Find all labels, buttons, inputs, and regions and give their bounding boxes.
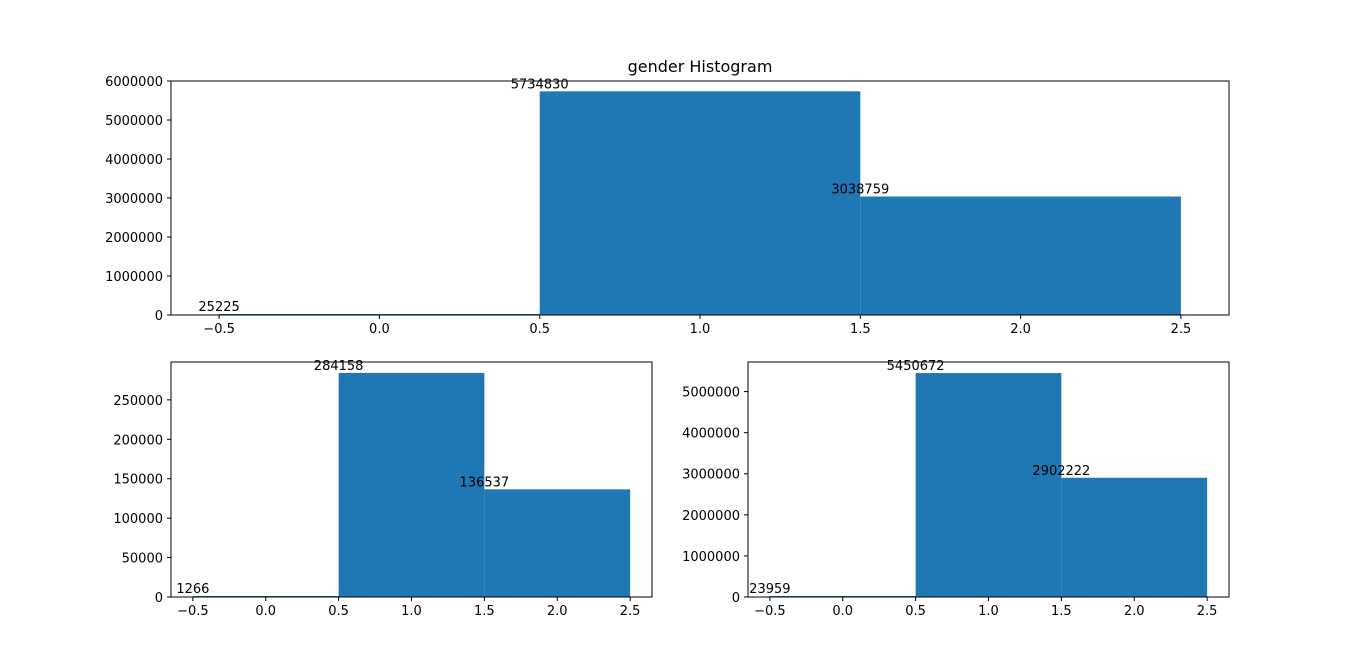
bar-value-label: 1266 [176,582,209,597]
x-tick-label: −0.5 [203,322,235,337]
bar-value-label: 25225 [198,300,239,315]
y-tick-label: 250000 [113,394,163,409]
y-tick-label: 3000000 [105,192,163,207]
x-tick-label: 0.5 [328,604,349,619]
histogram-bar [338,372,485,597]
histogram-bar [484,489,631,597]
x-tick-label: −0.5 [177,604,209,619]
bar-value-label: 23959 [749,582,790,597]
chart-title: gender Histogram [628,57,773,76]
x-tick-label: 0.0 [369,322,390,337]
x-tick-label: 1.5 [474,604,495,619]
x-tick-label: 2.0 [1010,322,1031,337]
x-tick-label: 1.5 [1051,604,1072,619]
y-tick-label: 6000000 [105,75,163,90]
y-tick-label: 200000 [113,433,163,448]
y-tick-label: 1000000 [682,550,740,565]
x-tick-label: 2.0 [1124,604,1145,619]
x-tick-label: 2.0 [547,604,568,619]
x-tick-label: 1.5 [850,322,871,337]
x-tick-label: 0.5 [905,604,926,619]
bar-value-label: 5734830 [511,77,569,92]
subplot-2: 1266 284158 136537 −0.5 0.0 0.5 1.0 1.5 2.0 2.5 0 5… [113,359,653,619]
x-tick-label: 1.0 [401,604,422,619]
x-tick-label: 2.5 [1171,322,1192,337]
bar-value-label: 284158 [314,359,364,374]
y-tick-label: 100000 [113,512,163,527]
subplot-3: 23959 5450672 2902222 −0.5 0.0 0.5 1.0 1.5 2.0 2.… [682,359,1230,619]
y-tick-label: 3000000 [682,468,740,483]
y-tick-label: 5000000 [682,386,740,401]
y-tick-label: 0 [155,309,163,324]
histogram-bar [915,373,1062,597]
bar-value-label: 5450672 [887,359,945,374]
x-tick-label: 0.0 [255,604,276,619]
x-tick-label: 1.0 [978,604,999,619]
x-tick-label: 2.5 [620,604,641,619]
y-tick-label: 2000000 [105,231,163,246]
x-tick-label: 0.0 [832,604,853,619]
histogram-bar [539,91,861,315]
x-tick-label: −0.5 [754,604,786,619]
bar-value-label: 136537 [460,475,510,490]
bar-value-label: 2902222 [1032,464,1090,479]
y-tick-label: 150000 [113,473,163,488]
bar-value-label: 3038759 [831,182,889,197]
subplot-1: 25225 5734830 3038759 −0.5 0.0 0.5 1.0 1.5 2.0 2.… [105,57,1230,337]
x-tick-label: 0.5 [529,322,550,337]
y-tick-label: 2000000 [682,509,740,524]
x-tick-label: 1.0 [690,322,711,337]
histogram-bar [1061,477,1208,597]
y-tick-label: 0 [732,591,740,606]
histogram-bar [860,196,1181,315]
y-tick-label: 5000000 [105,114,163,129]
y-tick-label: 0 [155,591,163,606]
y-tick-label: 1000000 [105,270,163,285]
y-tick-label: 50000 [122,552,163,567]
x-tick-label: 2.5 [1197,604,1218,619]
y-tick-label: 4000000 [682,427,740,442]
y-tick-label: 4000000 [105,153,163,168]
